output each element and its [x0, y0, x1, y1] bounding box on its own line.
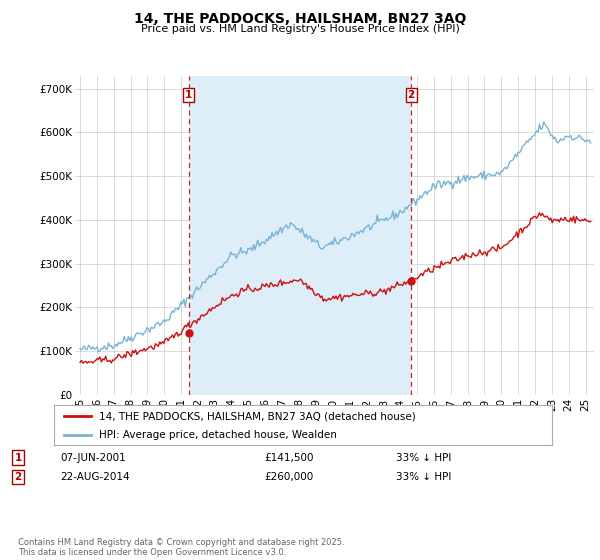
Text: Contains HM Land Registry data © Crown copyright and database right 2025.
This d: Contains HM Land Registry data © Crown c… — [18, 538, 344, 557]
Text: 1: 1 — [185, 90, 192, 100]
Text: 33% ↓ HPI: 33% ↓ HPI — [396, 472, 451, 482]
Text: 14, THE PADDOCKS, HAILSHAM, BN27 3AQ: 14, THE PADDOCKS, HAILSHAM, BN27 3AQ — [134, 12, 466, 26]
Bar — [188, 76, 411, 395]
Text: 1: 1 — [14, 452, 22, 463]
Text: 2: 2 — [407, 90, 415, 100]
Text: HPI: Average price, detached house, Wealden: HPI: Average price, detached house, Weal… — [99, 430, 337, 440]
Text: £141,500: £141,500 — [264, 452, 314, 463]
Text: £260,000: £260,000 — [264, 472, 313, 482]
Text: Price paid vs. HM Land Registry's House Price Index (HPI): Price paid vs. HM Land Registry's House … — [140, 24, 460, 34]
Text: 14, THE PADDOCKS, HAILSHAM, BN27 3AQ (detached house): 14, THE PADDOCKS, HAILSHAM, BN27 3AQ (de… — [99, 411, 416, 421]
Text: 22-AUG-2014: 22-AUG-2014 — [60, 472, 130, 482]
Text: 07-JUN-2001: 07-JUN-2001 — [60, 452, 126, 463]
Text: 33% ↓ HPI: 33% ↓ HPI — [396, 452, 451, 463]
Text: 2: 2 — [14, 472, 22, 482]
